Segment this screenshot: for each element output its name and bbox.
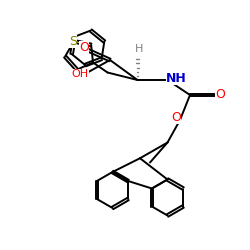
Text: S: S: [69, 35, 77, 48]
Text: O: O: [171, 111, 181, 124]
Text: O: O: [215, 88, 225, 102]
Text: OH: OH: [72, 69, 88, 79]
Text: O: O: [79, 41, 89, 54]
Text: H: H: [134, 44, 143, 54]
Text: NH: NH: [166, 72, 186, 85]
